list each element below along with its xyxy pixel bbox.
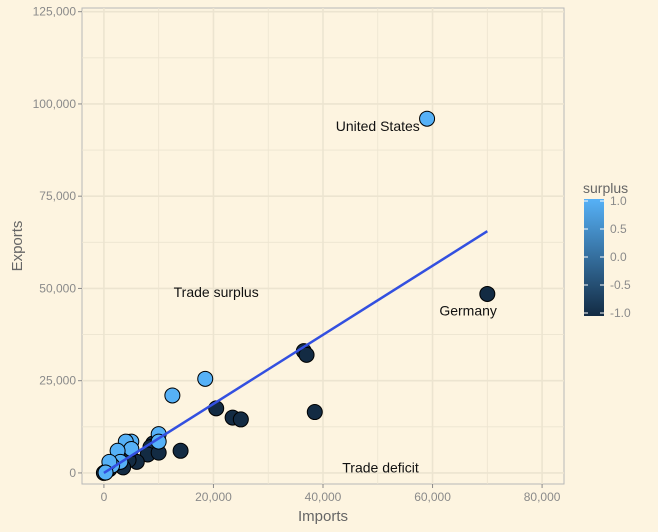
x-tick-label: 40,000 bbox=[305, 490, 342, 504]
legend-tick-label: -0.5 bbox=[610, 278, 631, 292]
data-point bbox=[150, 433, 167, 450]
annotation-label: United States bbox=[336, 118, 420, 134]
x-tick-label: 80,000 bbox=[524, 490, 561, 504]
data-point bbox=[164, 387, 181, 404]
y-axis-title: Exports bbox=[9, 221, 26, 272]
data-point bbox=[419, 110, 436, 127]
data-point bbox=[306, 404, 323, 421]
y-tick-label: 100,000 bbox=[33, 97, 77, 111]
legend-tick-label: 0.0 bbox=[610, 250, 627, 264]
annotations: United States Germany Trade surplus Trade d… bbox=[174, 118, 497, 475]
y-tick-label: 0 bbox=[69, 466, 76, 480]
y-tick-label: 50,000 bbox=[39, 281, 76, 295]
axis-ticks: 0 20,000 40,000 60,000 80,000 0 25,000 50,000 75… bbox=[33, 5, 561, 504]
data-point bbox=[197, 370, 214, 387]
trend-line bbox=[103, 230, 488, 474]
legend-colorbar bbox=[584, 199, 604, 316]
trend-line-group bbox=[103, 230, 488, 474]
legend-tick-label: -1.0 bbox=[610, 306, 631, 320]
annotation-label: Trade deficit bbox=[342, 459, 419, 475]
y-tick-label: 125,000 bbox=[33, 5, 77, 19]
data-point bbox=[172, 442, 189, 459]
data-point bbox=[298, 346, 315, 363]
legend-tick-label: 0.5 bbox=[610, 222, 627, 236]
x-tick-label: 20,000 bbox=[195, 490, 232, 504]
x-axis-title: Imports bbox=[298, 508, 348, 525]
grid-lines bbox=[82, 8, 564, 484]
data-point bbox=[232, 411, 249, 428]
x-tick-label: 0 bbox=[101, 490, 108, 504]
annotation-label: Germany bbox=[439, 303, 497, 319]
color-legend: surplus 1.0 0.5 0.0 -0.5 -1.0 bbox=[583, 180, 631, 320]
data-point bbox=[479, 285, 496, 302]
legend-tick-label: 1.0 bbox=[610, 194, 627, 208]
y-tick-label: 25,000 bbox=[39, 374, 76, 388]
annotation-label: Trade surplus bbox=[174, 284, 259, 300]
legend-title: surplus bbox=[583, 180, 628, 196]
x-tick-label: 60,000 bbox=[414, 490, 451, 504]
y-tick-label: 75,000 bbox=[39, 189, 76, 203]
legend-ticks: 1.0 0.5 0.0 -0.5 -1.0 bbox=[584, 194, 631, 320]
